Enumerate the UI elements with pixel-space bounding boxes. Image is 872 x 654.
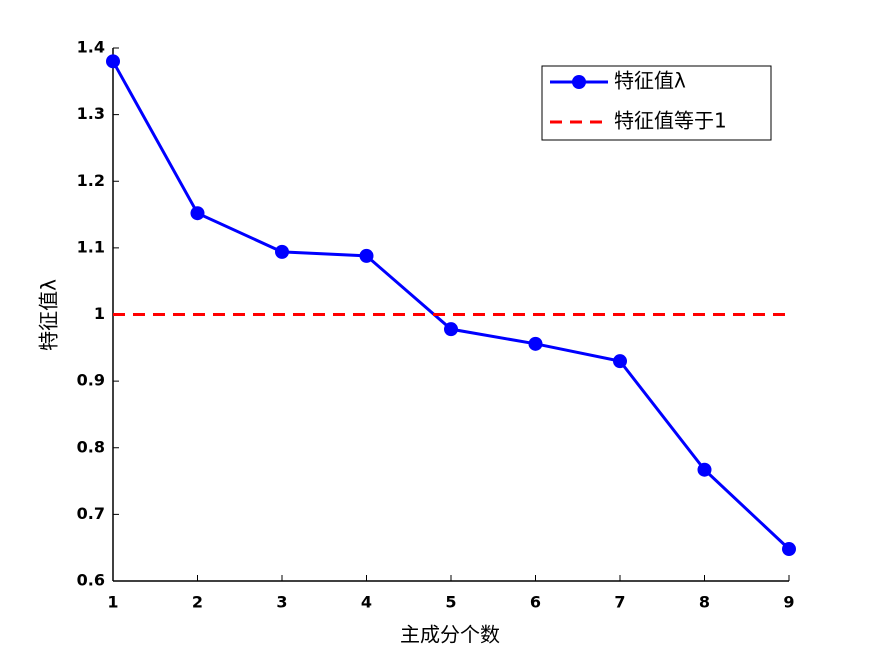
y-tick-label: 0.7 xyxy=(77,504,105,523)
data-point xyxy=(528,336,543,351)
y-tick-label: 1.1 xyxy=(77,237,105,256)
data-point xyxy=(444,322,458,337)
y-tick-label: 0.8 xyxy=(77,437,105,456)
y-tick-label: 0.6 xyxy=(77,571,105,590)
y-axis-label: 特征值λ xyxy=(37,279,61,351)
x-tick-label: 6 xyxy=(530,593,541,612)
x-tick-label: 9 xyxy=(783,593,794,612)
data-point xyxy=(106,54,120,69)
y-tick-label: 1.3 xyxy=(77,104,105,123)
y-tick-label: 1.2 xyxy=(77,171,105,190)
x-axis-label: 主成分个数 xyxy=(400,623,500,647)
y-tick-label: 1 xyxy=(94,304,105,323)
data-point xyxy=(782,542,796,557)
x-tick-label: 4 xyxy=(361,593,372,612)
y-tick-label: 1.4 xyxy=(77,38,105,57)
data-point xyxy=(359,248,374,263)
y-tick-label: 0.9 xyxy=(77,371,105,390)
legend-label: 特征值等于1 xyxy=(614,109,727,133)
legend-label: 特征值λ xyxy=(614,69,686,93)
x-tick-label: 2 xyxy=(192,593,203,612)
x-tick-label: 8 xyxy=(699,593,710,612)
data-point xyxy=(275,244,289,259)
x-tick-label: 3 xyxy=(276,593,287,612)
x-tick-label: 1 xyxy=(107,593,118,612)
data-point xyxy=(613,354,627,369)
x-tick-label: 7 xyxy=(614,593,625,612)
legend-marker xyxy=(572,75,586,89)
data-point xyxy=(697,462,712,477)
x-tick-label: 5 xyxy=(445,593,456,612)
data-point xyxy=(190,206,205,221)
